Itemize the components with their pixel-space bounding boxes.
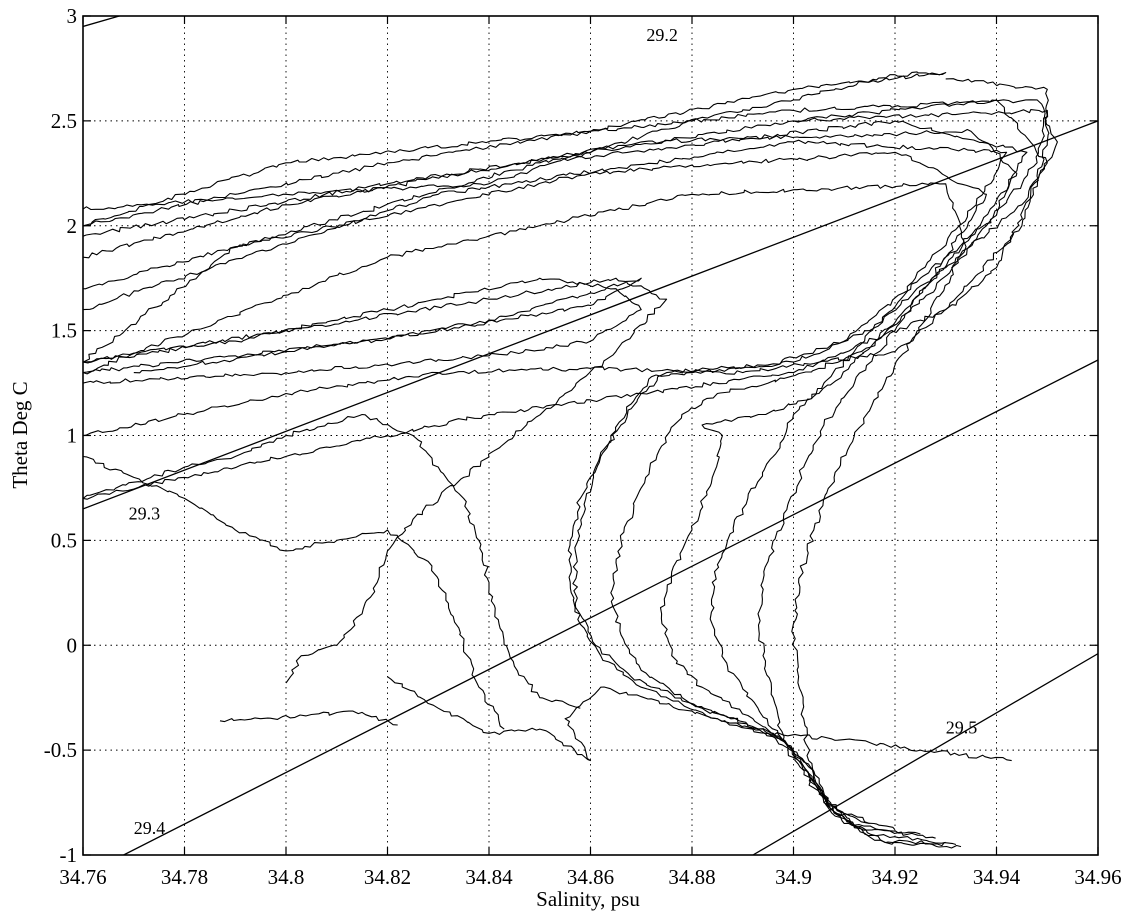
profile-trace <box>83 128 1018 839</box>
profile-trace <box>83 109 1049 847</box>
y-tick-label: 1.5 <box>51 319 77 343</box>
x-tick-label: 34.88 <box>668 865 715 889</box>
isopycnal-label: 29.3 <box>129 503 161 523</box>
profile-trace <box>219 710 398 726</box>
profile-trace <box>83 277 642 375</box>
x-tick-label: 34.96 <box>1074 865 1121 889</box>
x-tick-label: 34.78 <box>161 865 208 889</box>
y-tick-label: 2.5 <box>51 109 77 133</box>
isopycnal-label: 29.5 <box>946 717 978 737</box>
y-tick-label: -1 <box>60 843 78 867</box>
profile-trace <box>83 99 1048 437</box>
profile-trace <box>83 139 1008 835</box>
profile-trace <box>83 78 1050 500</box>
x-tick-labels: 34.76 34.78 34.8 34.82 34.84 34.86 34.88 34.9 34… <box>59 865 1121 889</box>
profile-trace <box>83 99 1058 849</box>
isopycnal-label: 29.4 <box>134 818 166 838</box>
y-tick-label: 0 <box>67 633 78 657</box>
x-tick-label: 34.9 <box>775 865 812 889</box>
y-axis-label: Theta Deg C <box>8 381 32 488</box>
x-tick-label: 34.92 <box>871 865 918 889</box>
profile-trace <box>83 120 1028 844</box>
profile-trace <box>83 413 581 709</box>
x-tick-label: 34.76 <box>59 865 106 889</box>
profile-trace <box>83 182 967 825</box>
isopycnal-line <box>123 359 1098 855</box>
profile-trace <box>83 277 642 384</box>
isopycnal-label: 29.2 <box>646 25 678 45</box>
profile-trace <box>83 71 947 227</box>
x-tick-label: 34.8 <box>268 865 305 889</box>
x-axis-label: Salinity, psu <box>536 887 640 911</box>
y-tick-label: 2 <box>67 214 78 238</box>
profile-trace <box>83 151 987 831</box>
x-tick-label: 34.94 <box>973 865 1021 889</box>
x-tick-label: 34.84 <box>465 865 513 889</box>
axis-ticks <box>82 15 1099 856</box>
isopycnal-line <box>83 120 1098 510</box>
x-tick-label: 34.86 <box>567 865 614 889</box>
isopycnal-line <box>752 653 1098 855</box>
isopycnal-labels: 29.2 29.3 29.4 29.5 <box>129 25 978 838</box>
y-tick-label: 0.5 <box>51 528 77 552</box>
profile-trace <box>83 455 505 730</box>
x-tick-label: 34.82 <box>364 865 411 889</box>
y-tick-label: -0.5 <box>44 738 77 762</box>
y-tick-labels: -1 -0.5 0 0.5 1 1.5 2 2.5 3 <box>44 4 77 867</box>
profile-trace <box>387 676 1012 762</box>
isopycnal-lines <box>83 16 1098 855</box>
y-tick-label: 1 <box>67 424 78 448</box>
profile-lines <box>83 71 1058 849</box>
y-tick-label: 3 <box>67 4 78 28</box>
